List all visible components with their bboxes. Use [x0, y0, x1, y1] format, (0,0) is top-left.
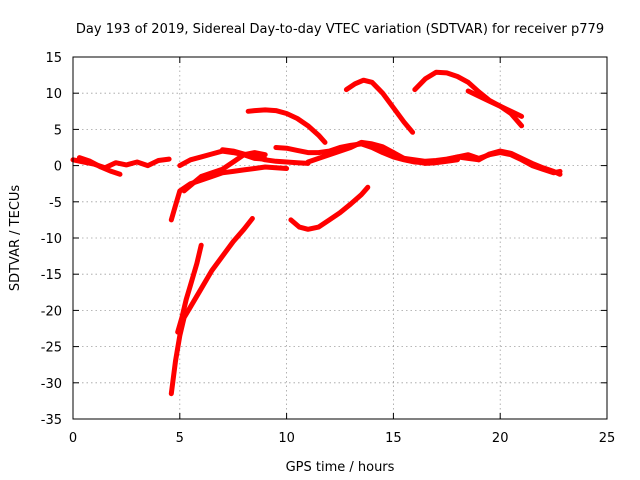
y-tick-label: 10: [45, 87, 62, 102]
y-tick-label: -25: [41, 341, 62, 356]
series-line-s14: [343, 77, 416, 135]
series-layer: [70, 69, 563, 397]
y-tick-label: -15: [41, 268, 62, 283]
x-tick-label: 0: [69, 431, 77, 446]
y-tick-label: -30: [41, 377, 62, 392]
series-line-s15: [412, 69, 525, 129]
series-line-s16: [465, 88, 525, 119]
series-line-s8: [168, 216, 255, 397]
y-tick-label: 0: [54, 160, 62, 175]
grid: [73, 57, 607, 419]
series-line-s9: [175, 242, 204, 335]
y-tick-label: -10: [41, 232, 62, 247]
series-line-s10: [288, 184, 371, 232]
y-tick-label: -5: [49, 196, 62, 211]
series-line-s6: [220, 147, 311, 166]
x-tick-label: 5: [176, 431, 184, 446]
series-line-s2: [76, 155, 123, 177]
series-line-s5: [181, 150, 268, 194]
series-line-s18: [476, 148, 563, 177]
x-tick-label: 15: [385, 431, 402, 446]
y-tick-label: 15: [45, 51, 62, 66]
x-axis-label: GPS time / hours: [286, 460, 395, 475]
tick-labels: 0 5 10 15 20 25 -35 -30 -25 -20 -15 -10 -5 0 5 10 15: [41, 51, 616, 446]
y-tick-label: -20: [41, 304, 62, 319]
series-line-s4: [168, 164, 290, 223]
x-tick-label: 25: [599, 431, 616, 446]
x-tick-label: 20: [492, 431, 509, 446]
x-tick-label: 10: [278, 431, 295, 446]
y-axis-label: SDTVAR / TECUs: [8, 185, 23, 292]
y-tick-label: -35: [41, 413, 62, 428]
series-line-s7: [245, 107, 328, 145]
y-tick-label: 5: [54, 123, 62, 138]
chart-title: Day 193 of 2019, Sidereal Day-to-day VTE…: [76, 22, 604, 37]
axis-ticks: [72, 56, 608, 420]
